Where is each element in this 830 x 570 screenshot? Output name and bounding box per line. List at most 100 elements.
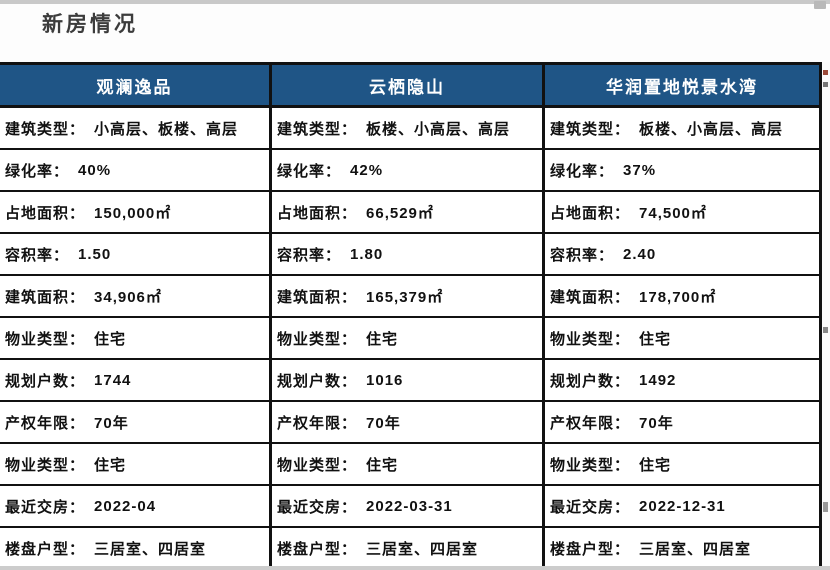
cell-value: 178,700㎡ bbox=[639, 288, 717, 306]
table-cell: 最近交房： 2022-12-31 bbox=[545, 486, 822, 526]
cell-value: 住宅 bbox=[366, 330, 399, 348]
cell-label: 物业类型： bbox=[5, 456, 86, 474]
table-cell: 占地面积： 66,529㎡ bbox=[272, 192, 545, 232]
cell-value: 2.40 bbox=[623, 245, 657, 263]
cell-label: 建筑类型： bbox=[550, 120, 631, 138]
table-cell: 产权年限： 70年 bbox=[272, 402, 545, 442]
cell-value: 住宅 bbox=[639, 456, 672, 474]
table-body: 建筑类型： 小高层、板楼、高层 建筑类型： 板楼、小高层、高层 建筑类型： 板楼、小高层、… bbox=[0, 108, 822, 570]
cell-value: 住宅 bbox=[366, 456, 399, 474]
table-cell: 楼盘户型： 三居室、四居室 bbox=[545, 528, 822, 568]
table-cell: 物业类型： 住宅 bbox=[0, 444, 272, 484]
table-cell: 物业类型： 住宅 bbox=[0, 318, 272, 358]
cell-value: 三居室、四居室 bbox=[639, 540, 752, 558]
table-row: 占地面积： 150,000㎡ 占地面积： 66,529㎡ 占地面积： 74,500㎡ bbox=[0, 192, 822, 234]
table-cell: 物业类型： 住宅 bbox=[272, 318, 545, 358]
cell-label: 容积率： bbox=[277, 246, 342, 264]
table-row: 物业类型： 住宅 物业类型： 住宅 物业类型： 住宅 bbox=[0, 444, 822, 486]
table-cell: 建筑类型： 板楼、小高层、高层 bbox=[545, 108, 822, 148]
cell-value: 2022-03-31 bbox=[366, 497, 453, 515]
cell-label: 规划户数： bbox=[5, 372, 86, 390]
cell-value: 70年 bbox=[639, 414, 674, 432]
cell-value: 1016 bbox=[366, 371, 404, 389]
cell-label: 建筑面积： bbox=[550, 288, 631, 306]
table-header-cell: 云栖隐山 bbox=[272, 65, 545, 105]
cell-value: 66,529㎡ bbox=[366, 204, 434, 222]
top-edge-strip bbox=[0, 0, 830, 4]
cell-label: 物业类型： bbox=[277, 456, 358, 474]
cutoff-mark bbox=[823, 327, 828, 333]
page-title: 新房情况 bbox=[42, 13, 138, 36]
cutoff-mark bbox=[823, 502, 828, 512]
cell-value: 板楼、小高层、高层 bbox=[366, 120, 511, 138]
table-cell: 产权年限： 70年 bbox=[545, 402, 822, 442]
cell-label: 绿化率： bbox=[5, 162, 70, 180]
cell-label: 绿化率： bbox=[277, 162, 342, 180]
cell-value: 74,500㎡ bbox=[639, 204, 707, 222]
cell-value: 住宅 bbox=[94, 330, 127, 348]
table-cell: 楼盘户型： 三居室、四居室 bbox=[0, 528, 272, 568]
cell-value: 1.50 bbox=[78, 245, 112, 263]
cell-value: 1.80 bbox=[350, 245, 384, 263]
table-cell: 建筑面积： 34,906㎡ bbox=[0, 276, 272, 316]
cell-label: 最近交房： bbox=[5, 498, 86, 516]
table-row: 建筑面积： 34,906㎡ 建筑面积： 165,379㎡ 建筑面积： 178,700㎡ bbox=[0, 276, 822, 318]
cell-value: 小高层、板楼、高层 bbox=[94, 120, 239, 138]
cell-value: 2022-12-31 bbox=[639, 497, 726, 515]
cell-label: 建筑面积： bbox=[277, 288, 358, 306]
table-cell: 建筑类型： 板楼、小高层、高层 bbox=[272, 108, 545, 148]
table-row: 容积率： 1.50 容积率： 1.80 容积率： 2.40 bbox=[0, 234, 822, 276]
cell-label: 最近交房： bbox=[550, 498, 631, 516]
table-row: 最近交房： 2022-04 最近交房： 2022-03-31 最近交房： 2022-12-… bbox=[0, 486, 822, 528]
cutoff-content-sliver bbox=[822, 62, 830, 566]
cell-label: 容积率： bbox=[550, 246, 615, 264]
table-cell: 规划户数： 1744 bbox=[0, 360, 272, 400]
cell-label: 产权年限： bbox=[277, 414, 358, 432]
cell-value: 40% bbox=[78, 161, 112, 179]
table-cell: 容积率： 1.80 bbox=[272, 234, 545, 274]
table-header-cell: 观澜逸品 bbox=[0, 65, 272, 105]
table-cell: 绿化率： 42% bbox=[272, 150, 545, 190]
cell-value: 42% bbox=[350, 161, 384, 179]
cell-label: 建筑类型： bbox=[5, 120, 86, 138]
cell-label: 占地面积： bbox=[277, 204, 358, 222]
cell-label: 规划户数： bbox=[277, 372, 358, 390]
table-row: 绿化率： 40% 绿化率： 42% 绿化率： 37% bbox=[0, 150, 822, 192]
table-row: 规划户数： 1744 规划户数： 1016 规划户数： 1492 bbox=[0, 360, 822, 402]
table-cell: 建筑类型： 小高层、板楼、高层 bbox=[0, 108, 272, 148]
cell-label: 物业类型： bbox=[550, 330, 631, 348]
table-cell: 物业类型： 住宅 bbox=[545, 318, 822, 358]
bottom-edge-strip bbox=[0, 566, 830, 570]
cell-value: 70年 bbox=[94, 414, 129, 432]
table-cell: 楼盘户型： 三居室、四居室 bbox=[272, 528, 545, 568]
table-cell: 产权年限： 70年 bbox=[0, 402, 272, 442]
table-header-row: 观澜逸品 云栖隐山 华润置地悦景水湾 bbox=[0, 65, 822, 108]
table-cell: 占地面积： 74,500㎡ bbox=[545, 192, 822, 232]
cell-value: 1744 bbox=[94, 371, 132, 389]
cutoff-mark bbox=[823, 70, 828, 75]
cell-label: 楼盘户型： bbox=[277, 540, 358, 558]
cell-value: 150,000㎡ bbox=[94, 204, 172, 222]
cell-value: 三居室、四居室 bbox=[366, 540, 479, 558]
table-cell: 最近交房： 2022-03-31 bbox=[272, 486, 545, 526]
table-row: 物业类型： 住宅 物业类型： 住宅 物业类型： 住宅 bbox=[0, 318, 822, 360]
cell-label: 容积率： bbox=[5, 246, 70, 264]
window-corner-mark bbox=[814, 1, 826, 9]
cell-value: 34,906㎡ bbox=[94, 288, 162, 306]
table-cell: 占地面积： 150,000㎡ bbox=[0, 192, 272, 232]
table-cell: 最近交房： 2022-04 bbox=[0, 486, 272, 526]
table-cell: 规划户数： 1492 bbox=[545, 360, 822, 400]
table-row: 楼盘户型： 三居室、四居室 楼盘户型： 三居室、四居室 楼盘户型： 三居室、四居室 bbox=[0, 528, 822, 570]
table-row: 产权年限： 70年 产权年限： 70年 产权年限： 70年 bbox=[0, 402, 822, 444]
table-header-cell: 华润置地悦景水湾 bbox=[545, 65, 822, 105]
cell-label: 产权年限： bbox=[550, 414, 631, 432]
cell-label: 产权年限： bbox=[5, 414, 86, 432]
cell-value: 住宅 bbox=[94, 456, 127, 474]
table-cell: 物业类型： 住宅 bbox=[272, 444, 545, 484]
table-cell: 容积率： 1.50 bbox=[0, 234, 272, 274]
cell-label: 占地面积： bbox=[550, 204, 631, 222]
cell-value: 1492 bbox=[639, 371, 677, 389]
cell-value: 板楼、小高层、高层 bbox=[639, 120, 784, 138]
cell-label: 绿化率： bbox=[550, 162, 615, 180]
cell-label: 规划户数： bbox=[550, 372, 631, 390]
